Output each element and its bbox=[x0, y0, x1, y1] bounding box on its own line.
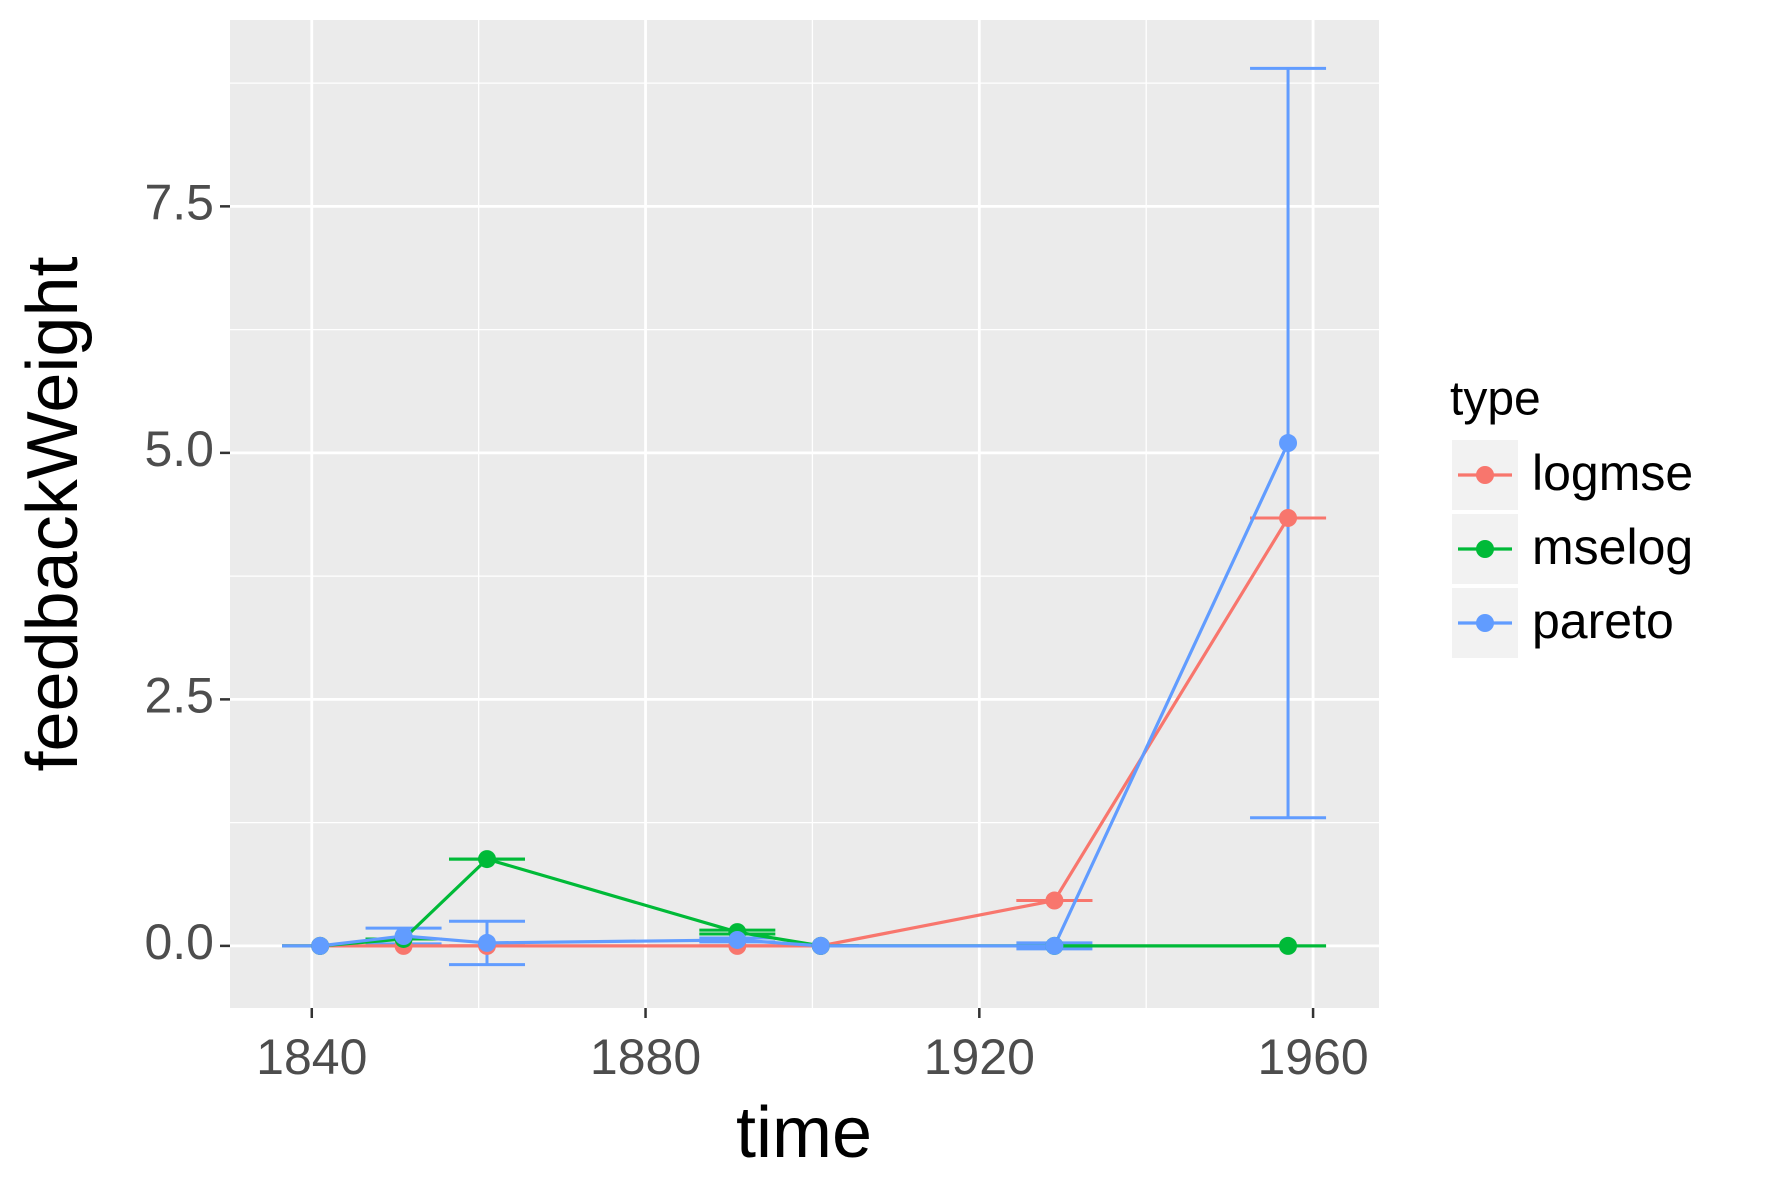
x-axis-title: time bbox=[736, 1093, 872, 1173]
point bbox=[1045, 891, 1064, 910]
point bbox=[728, 930, 747, 949]
marks bbox=[282, 66, 1327, 967]
point bbox=[1279, 508, 1298, 527]
y-tick-label: 5.0 bbox=[144, 421, 214, 477]
y-tick-label: 0.0 bbox=[144, 914, 214, 970]
point bbox=[394, 927, 413, 946]
y-tick-label: 2.5 bbox=[144, 668, 214, 724]
point bbox=[1045, 936, 1064, 955]
y-tick-label: 7.5 bbox=[144, 175, 214, 231]
axes: 1840 1880 1920 1960 0.0 2.5 5.0 7.5 bbox=[144, 175, 1368, 1086]
legend: type logmse mselog pareto bbox=[1450, 373, 1693, 658]
legend-title: type bbox=[1450, 373, 1541, 426]
point bbox=[811, 936, 830, 955]
point bbox=[1279, 434, 1298, 453]
legend-point bbox=[1476, 614, 1494, 632]
point bbox=[478, 850, 497, 869]
legend-label: logmse bbox=[1532, 445, 1693, 501]
legend-label: pareto bbox=[1532, 593, 1674, 649]
legend-point bbox=[1476, 540, 1494, 558]
point bbox=[1279, 936, 1298, 955]
x-tick-label: 1920 bbox=[924, 1029, 1035, 1085]
legend-label: mselog bbox=[1532, 519, 1693, 575]
x-tick-label: 1880 bbox=[590, 1029, 701, 1085]
x-tick-label: 1960 bbox=[1257, 1029, 1368, 1085]
plot-panel bbox=[230, 20, 1379, 1008]
point bbox=[311, 936, 330, 955]
point bbox=[478, 933, 497, 952]
x-tick-label: 1840 bbox=[256, 1029, 367, 1085]
legend-point bbox=[1476, 466, 1494, 484]
y-axis-title: feedbackWeight bbox=[13, 256, 93, 771]
